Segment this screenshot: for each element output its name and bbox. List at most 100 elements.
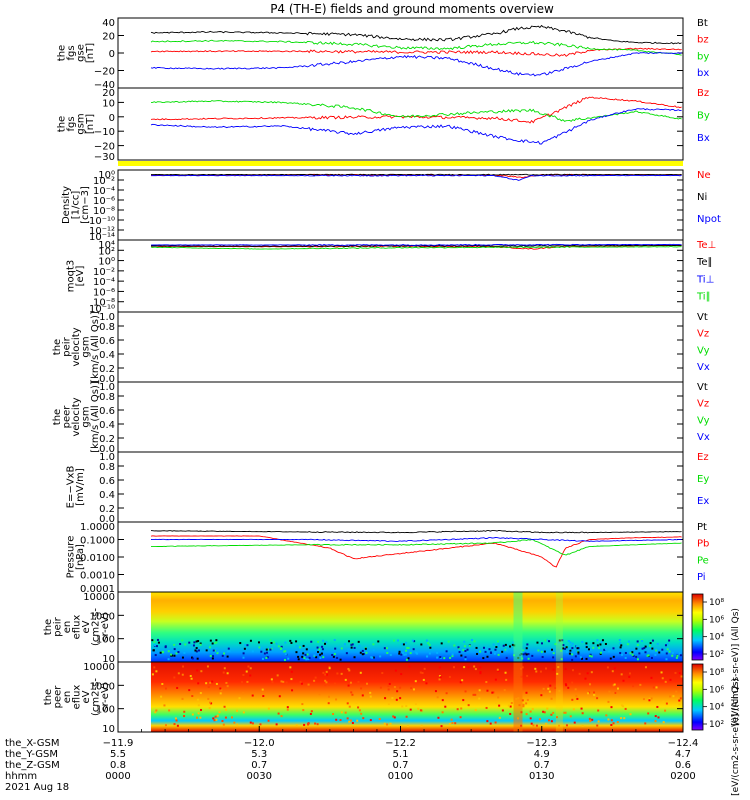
separator-bar	[118, 161, 683, 166]
legend-bz: bz	[697, 35, 709, 46]
series-line-By	[151, 100, 682, 122]
legend-Vx: Vx	[697, 362, 710, 373]
series-line-Ni	[151, 173, 682, 176]
panel-frame	[117, 239, 684, 313]
x-tick-label-y_gsm: 4.7	[675, 749, 691, 760]
y-tick-label: −20	[94, 67, 115, 78]
y-tick-label: 1.0	[99, 382, 115, 393]
legend-bx: bx	[697, 68, 709, 79]
colorbar	[691, 663, 704, 731]
y-axis-label: thefgsgsm[nT]	[57, 113, 97, 134]
y-axis-label-line: peir	[62, 336, 73, 356]
y-axis-label-line: [cm−3]	[80, 186, 91, 224]
legend-Bt: Bt	[697, 18, 708, 29]
y-axis-label-line: [nT]	[85, 114, 96, 134]
y-tick-label: 10⁻¹²	[89, 226, 115, 237]
y-axis-label-line: fgs	[66, 45, 77, 60]
y-tick-label: 1.0	[99, 312, 115, 323]
series-line-Bt	[150, 24, 682, 45]
y-axis-label-line: the	[43, 619, 54, 635]
series-line-Pe	[151, 539, 682, 556]
y-tick-label: −30	[94, 152, 115, 163]
series-line-Ti∥	[150, 246, 682, 250]
x-tick-label-hhmm: 0200	[670, 771, 695, 782]
colorbar-tick-label: 10²	[709, 650, 724, 660]
series-line-Pb	[150, 535, 682, 568]
y-axis-label-line: sr-eV)	[100, 682, 111, 711]
x-tick-label-y_gsm: 5.1	[393, 749, 409, 760]
y-tick-label: −20	[94, 142, 115, 153]
colorbar-tick-label: 10⁶	[709, 685, 724, 695]
y-axis-label-line: [nT]	[85, 43, 96, 63]
spectrogram-fill	[150, 592, 684, 662]
legend-Npot: Npot	[697, 214, 721, 225]
legend-Pe: Pe	[697, 555, 709, 566]
panel-peir-spec: 10⁸ 10⁶ 10⁴ 10² [eV/(cm2-s-sr-eV)] (All Qs) 1…	[43, 591, 741, 726]
y-axis-label-line: gsm	[76, 113, 87, 134]
colorbar-tick-label: 10⁸	[709, 598, 724, 608]
y-axis-label-line: eflux	[72, 615, 83, 640]
y-tick-label: −40	[94, 80, 115, 91]
y-tick-label: 0.2	[99, 504, 115, 515]
y-axis-label-line: E=−VxB	[66, 466, 77, 509]
panel-peer-spec: 10⁸ 10⁶ 10⁴ 10² [eV/(cm2-s-sr-eV)] (All Qs) 1…	[43, 661, 741, 796]
legend-Ti∥: Ti∥	[696, 291, 711, 302]
legend-Te⊥: Te⊥	[696, 240, 716, 251]
x-tick-label-hhmm: 0000	[105, 771, 130, 782]
legend-Vz: Vz	[697, 329, 709, 340]
y-tick-label: 100	[96, 705, 115, 716]
y-tick-label: 0	[109, 49, 115, 60]
legend-Bx: Bx	[697, 133, 710, 144]
event-stripe	[513, 662, 523, 732]
y-axis-label-line: [eV]	[75, 266, 86, 287]
panel-frame	[117, 17, 684, 89]
y-tick-label: 10⁻⁴	[93, 277, 115, 288]
x-tick-label-y_gsm: 5.3	[251, 749, 267, 760]
y-tick-label: 0.0010	[80, 571, 115, 582]
series-line-Bz	[150, 96, 682, 124]
y-tick-label: 40	[102, 18, 115, 29]
y-axis-label-line: the	[57, 116, 68, 132]
y-tick-label: 0	[109, 113, 115, 124]
y-axis-label-line: velocity	[71, 397, 82, 436]
y-tick-label: 0.0001	[80, 584, 115, 595]
legend-Vy: Vy	[697, 345, 710, 356]
series-line-Pt	[150, 529, 682, 534]
y-axis-label-line: eV	[81, 620, 92, 633]
panel-frame	[117, 451, 684, 523]
y-axis-label: thefgsgse[nT]	[57, 43, 97, 63]
x-tick-label-z_gsm: 0.7	[251, 760, 267, 771]
y-tick-label: 10⁻⁸	[93, 298, 115, 309]
legend-By: By	[697, 111, 710, 122]
y-axis-label-line: gsm	[81, 336, 92, 357]
y-axis-label-line: the	[57, 45, 68, 61]
x-row-label: the_Y-GSM	[5, 749, 58, 760]
y-axis-label: moqt3[eV]	[66, 260, 87, 293]
colorbar-label: [eV/(cm2-s-sr-eV)] (All Qs)	[731, 608, 741, 726]
x-tick-label-z_gsm: 0.7	[534, 760, 550, 771]
legend-Ni: Ni	[697, 192, 707, 203]
legend-Vy: Vy	[697, 415, 710, 426]
y-tick-label: 10000	[83, 662, 115, 673]
y-tick-label: 0.2	[99, 364, 115, 375]
y-axis-label-line: eflux	[72, 685, 83, 710]
y-tick-label: 10⁻¹⁰	[89, 304, 115, 315]
y-axis-label-line: [1/cc]	[71, 191, 82, 220]
y-tick-label: 10⁰	[98, 170, 115, 181]
x-tick-label-x_gsm: −11.9	[103, 738, 134, 749]
panel-frame	[117, 87, 684, 161]
y-tick-label: 1.0	[99, 452, 115, 463]
legend-Ne: Ne	[697, 170, 711, 181]
y-axis-label: thepeervelocitygsm[km/s (All Qs)]	[52, 381, 101, 453]
y-tick-label: 100	[96, 635, 115, 646]
y-axis-label-line: peir	[53, 616, 64, 636]
panel-temperature: 10⁴10²10⁰10⁻²10⁻⁴10⁻⁶10⁻⁸10⁻¹⁰moqt3[eV]T…	[66, 239, 716, 315]
y-axis-label: thepeerenefluxeV(cm2-s-sr-eV)	[43, 678, 111, 716]
x-row-label: the_Z-GSM	[5, 760, 60, 771]
y-axis-label-line: peer	[62, 405, 73, 429]
x-axis: −11.95.50.80000−12.05.30.70030−12.25.10.…	[5, 726, 698, 793]
y-tick-label: 0.8	[99, 322, 115, 333]
y-tick-label: 0.6	[99, 476, 115, 487]
series-group-fgs-gse	[150, 24, 682, 77]
